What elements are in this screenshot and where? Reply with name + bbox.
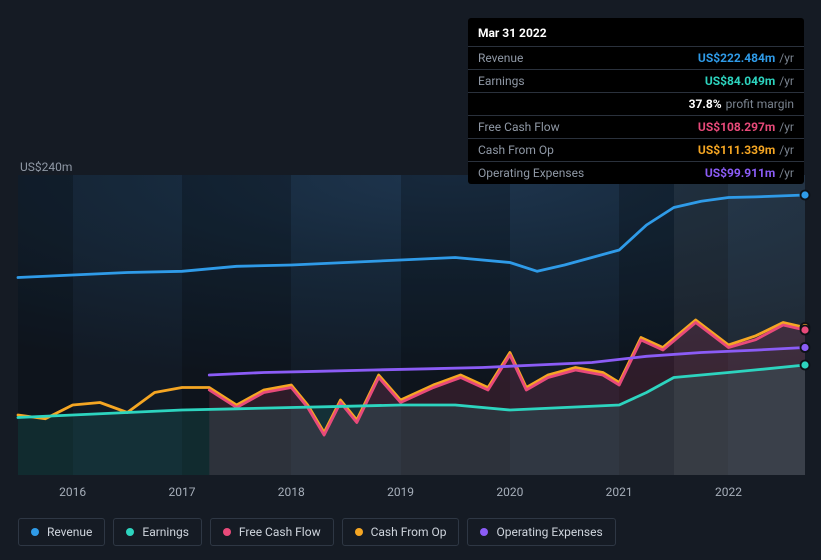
tooltip-value: 37.8%profit margin — [689, 97, 794, 111]
legend-dot-icon — [126, 528, 134, 536]
tooltip-value: US$108.297m/yr — [698, 120, 794, 134]
tooltip-row: Earnings US$84.049m/yr — [468, 69, 804, 92]
x-tick: 2016 — [59, 485, 86, 499]
legend-dot-icon — [223, 528, 231, 536]
revenue-line — [18, 195, 805, 278]
tooltip-label: Operating Expenses — [478, 166, 584, 180]
legend-item-cash-from-op[interactable]: Cash From Op — [342, 518, 460, 546]
tooltip-date: Mar 31 2022 — [468, 18, 804, 46]
chart-tooltip: Mar 31 2022 Revenue US$222.484m/yr Earning… — [468, 18, 804, 184]
tooltip-value: US$222.484m/yr — [698, 51, 794, 65]
legend-dot-icon — [31, 528, 39, 536]
tooltip-row: Cash From Op US$111.339m/yr — [468, 138, 804, 161]
legend-label: Cash From Op — [371, 525, 447, 539]
earnings-area — [18, 365, 805, 475]
legend-label: Operating Expenses — [496, 525, 602, 539]
chart-legend: Revenue Earnings Free Cash Flow Cash From O… — [18, 518, 616, 546]
chart-plot-area[interactable] — [18, 175, 805, 475]
legend-dot-icon — [355, 528, 363, 536]
legend-item-revenue[interactable]: Revenue — [18, 518, 105, 546]
x-tick: 2020 — [496, 485, 523, 499]
tooltip-label: Revenue — [478, 51, 523, 65]
chart-svg — [18, 175, 805, 475]
tooltip-value: US$111.339m/yr — [698, 143, 794, 157]
free_cash_flow-marker — [801, 326, 810, 335]
x-axis: 2016 2017 2018 2019 2020 2021 2022 — [18, 485, 805, 503]
x-tick: 2021 — [606, 485, 633, 499]
tooltip-value: US$99.911m/yr — [705, 166, 794, 180]
legend-label: Free Cash Flow — [239, 525, 321, 539]
tooltip-label: Earnings — [478, 74, 525, 88]
tooltip-row: Free Cash Flow US$108.297m/yr — [468, 115, 804, 138]
operating_expenses-marker — [801, 343, 810, 352]
tooltip-label: Cash From Op — [478, 143, 554, 157]
y-axis-label-max: US$240m — [20, 160, 72, 174]
legend-dot-icon — [480, 528, 488, 536]
revenue-marker — [801, 191, 810, 200]
legend-label: Earnings — [142, 525, 189, 539]
legend-label: Revenue — [47, 525, 92, 539]
legend-item-earnings[interactable]: Earnings — [113, 518, 202, 546]
x-tick: 2022 — [715, 485, 742, 499]
tooltip-row: Revenue US$222.484m/yr — [468, 46, 804, 69]
tooltip-label: Free Cash Flow — [478, 120, 560, 134]
earnings-marker — [801, 361, 810, 370]
tooltip-value: US$84.049m/yr — [705, 74, 794, 88]
x-tick: 2017 — [168, 485, 195, 499]
tooltip-row: Operating Expenses US$99.911m/yr — [468, 161, 804, 184]
tooltip-row: .37.8%profit margin — [468, 92, 804, 115]
x-tick: 2018 — [278, 485, 305, 499]
x-tick: 2019 — [387, 485, 414, 499]
legend-item-free-cash-flow[interactable]: Free Cash Flow — [210, 518, 334, 546]
legend-item-operating-expenses[interactable]: Operating Expenses — [467, 518, 615, 546]
